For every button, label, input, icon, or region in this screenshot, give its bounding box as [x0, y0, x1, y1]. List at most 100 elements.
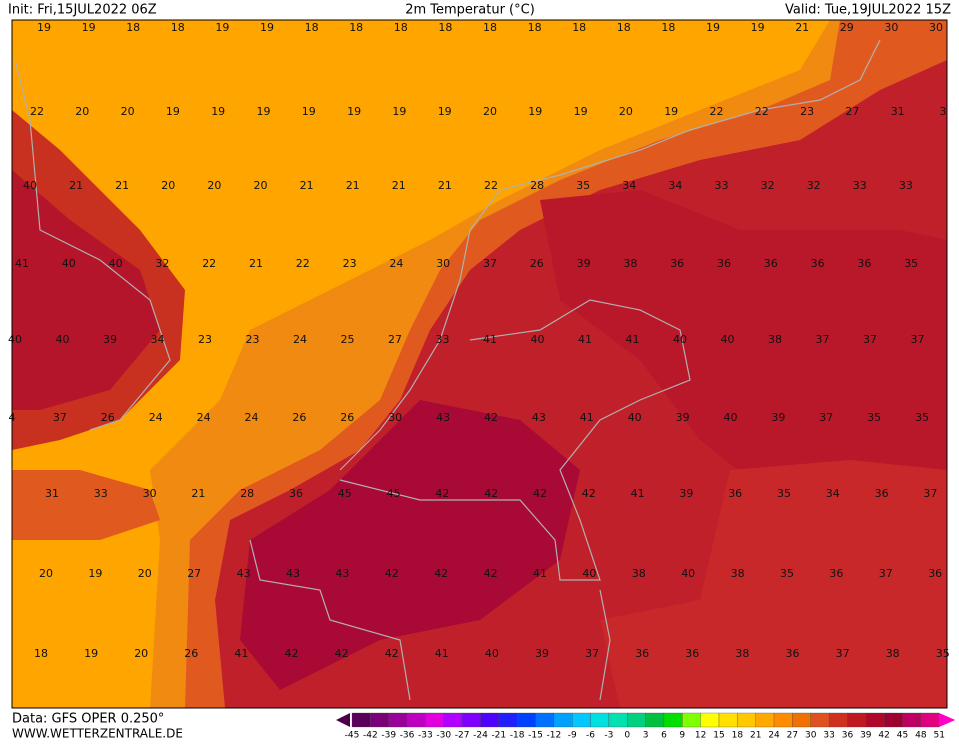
temperature-label: 18 [572, 21, 586, 34]
temperature-label: 40 [628, 411, 642, 424]
temperature-label: 29 [840, 21, 854, 34]
temperature-label: 36 [685, 647, 699, 660]
temperature-label: 18 [483, 21, 497, 34]
temperature-label: 37 [483, 257, 497, 270]
colorbar-cell [480, 712, 499, 728]
temperature-label: 18 [349, 21, 363, 34]
temperature-label: 42 [285, 647, 299, 660]
temperature-label: 42 [582, 487, 596, 500]
temperature-label: 18 [305, 21, 319, 34]
temperature-label: 38 [768, 333, 782, 346]
data-source: Data: GFS OPER 0.250° [12, 712, 164, 727]
site: WWW.WETTERZENTRALE.DE [12, 727, 183, 741]
temperature-label: 19 [260, 21, 274, 34]
colorbar-tick-label: -12 [546, 731, 561, 741]
temperature-label: 20 [134, 647, 148, 660]
temperature-label: 39 [535, 647, 549, 660]
temperature-label: 19 [751, 21, 765, 34]
temperature-label: 23 [800, 105, 814, 118]
temperature-label: 22 [710, 105, 724, 118]
temperature-label: 30 [884, 21, 898, 34]
init-time: Init: Fri,15JUL2022 06Z [8, 3, 157, 18]
colorbar-tick-label: 15 [713, 731, 724, 741]
temperature-label: 21 [438, 179, 452, 192]
temperature-label: 36 [728, 487, 742, 500]
temperature-label: 19 [438, 105, 452, 118]
map-frame [11, 19, 948, 709]
temperature-label: 39 [676, 411, 690, 424]
temperature-label: 40 [681, 567, 695, 580]
temperature-label: 34 [826, 487, 840, 500]
colorbar-tick-label: 3 [643, 731, 649, 741]
temperature-label: 38 [735, 647, 749, 660]
field-hottest [240, 400, 580, 690]
temperature-label: 21 [115, 179, 129, 192]
temperature-label: 35 [915, 411, 929, 424]
temperature-label: 39 [679, 487, 693, 500]
map-title: 2m Temperatur (°C) [405, 3, 535, 18]
colorbar-cell [388, 712, 408, 728]
colorbar-tick-label: 33 [823, 731, 834, 741]
temperature-labels: 19 19 18 18 19 19 18 18 18 18 18 18 18 18 18 19 19 21 29 30… [8, 21, 950, 660]
colorbar-cell [590, 712, 610, 728]
colorbar-tick-label: 39 [860, 731, 872, 741]
colorbar-cell [902, 712, 922, 728]
colorbar-cell [884, 712, 903, 728]
temperature-label: 21 [346, 179, 360, 192]
colorbar-cell [737, 712, 756, 728]
temperature-label: 35 [576, 179, 590, 192]
colorbar-cell [755, 712, 775, 728]
temperature-label: 20 [39, 567, 53, 580]
temperature-label: 36 [786, 647, 800, 660]
colorbar-low-end [336, 713, 350, 727]
colorbar-tick-label: -15 [528, 731, 543, 741]
temperature-label: 26 [340, 411, 354, 424]
temperature-label: 30 [436, 257, 450, 270]
temperature-label: 38 [886, 647, 900, 660]
temperature-label: 42 [385, 567, 399, 580]
colorbar-high-end [939, 713, 956, 727]
temperature-label: 20 [121, 105, 135, 118]
colorbar-tick-label: -45 [345, 731, 360, 741]
temperature-label: 18 [528, 21, 542, 34]
temperature-label: 33 [436, 333, 450, 346]
temperature-label: 19 [706, 21, 720, 34]
temperature-label: 34 [668, 179, 682, 192]
temperature-label: 19 [257, 105, 271, 118]
colorbar-tick-label: 21 [750, 731, 761, 741]
temperature-label: 24 [197, 411, 211, 424]
colorbar-tick-label: 45 [897, 731, 908, 741]
coastline-continent [339, 39, 881, 471]
colorbar-tick-label: 18 [732, 731, 744, 741]
temperature-label: 37 [923, 487, 937, 500]
temperature-label: 30 [388, 411, 402, 424]
temperature-label: 37 [816, 333, 830, 346]
border-germany [599, 589, 611, 701]
temperature-label: 37 [911, 333, 925, 346]
field-warm-se [600, 460, 947, 708]
colorbar-cell [351, 712, 371, 728]
temperature-label: 19 [37, 21, 51, 34]
temperature-label: 38 [731, 567, 745, 580]
temperature-label: 30 [143, 487, 157, 500]
temperature-label: 3 [940, 105, 947, 118]
temperature-label: 43 [532, 411, 546, 424]
temperature-label: 20 [138, 567, 152, 580]
temperature-field [12, 20, 947, 708]
temperature-label: 18 [171, 21, 185, 34]
temperature-label: 36 [670, 257, 684, 270]
temperature-label: 41 [533, 567, 547, 580]
temperature-label: 19 [664, 105, 678, 118]
temperature-label: 24 [245, 411, 259, 424]
temperature-label: 20 [75, 105, 89, 118]
colorbar-cell [572, 712, 591, 728]
temperature-label: 41 [631, 487, 645, 500]
temperature-label: 35 [867, 411, 881, 424]
colorbar-tick-label: 48 [915, 731, 927, 741]
temperature-label: 42 [434, 567, 448, 580]
temperature-label: 40 [485, 647, 499, 660]
temperature-label: 42 [385, 647, 399, 660]
temperature-label: 41 [626, 333, 640, 346]
colorbar-cell [535, 712, 555, 728]
